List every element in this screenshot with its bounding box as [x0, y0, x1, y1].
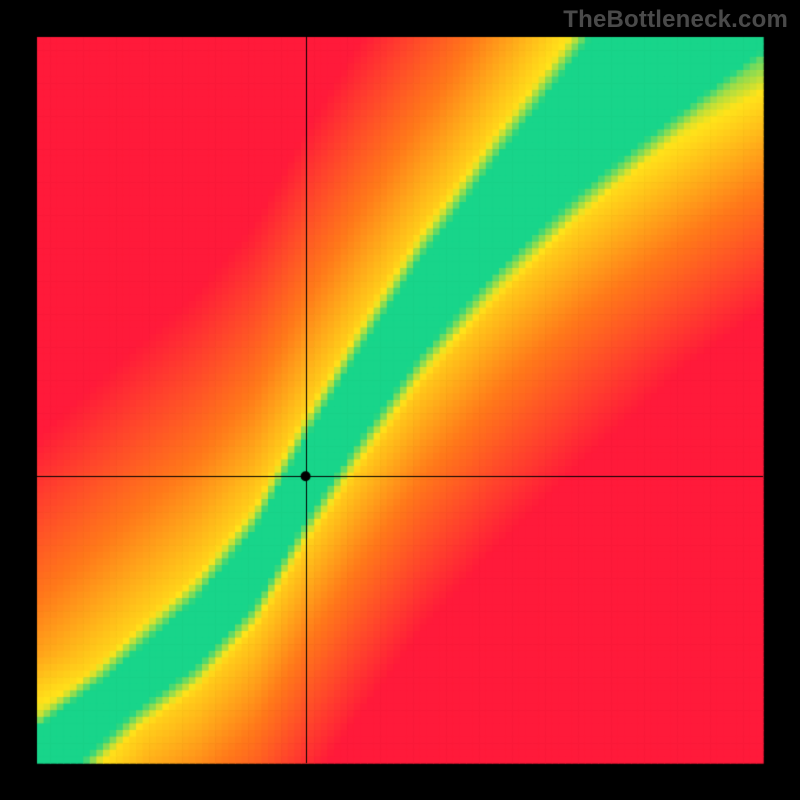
watermark-text: TheBottleneck.com — [563, 6, 788, 34]
chart-container: TheBottleneck.com — [0, 0, 800, 800]
heatmap-canvas — [0, 0, 800, 800]
